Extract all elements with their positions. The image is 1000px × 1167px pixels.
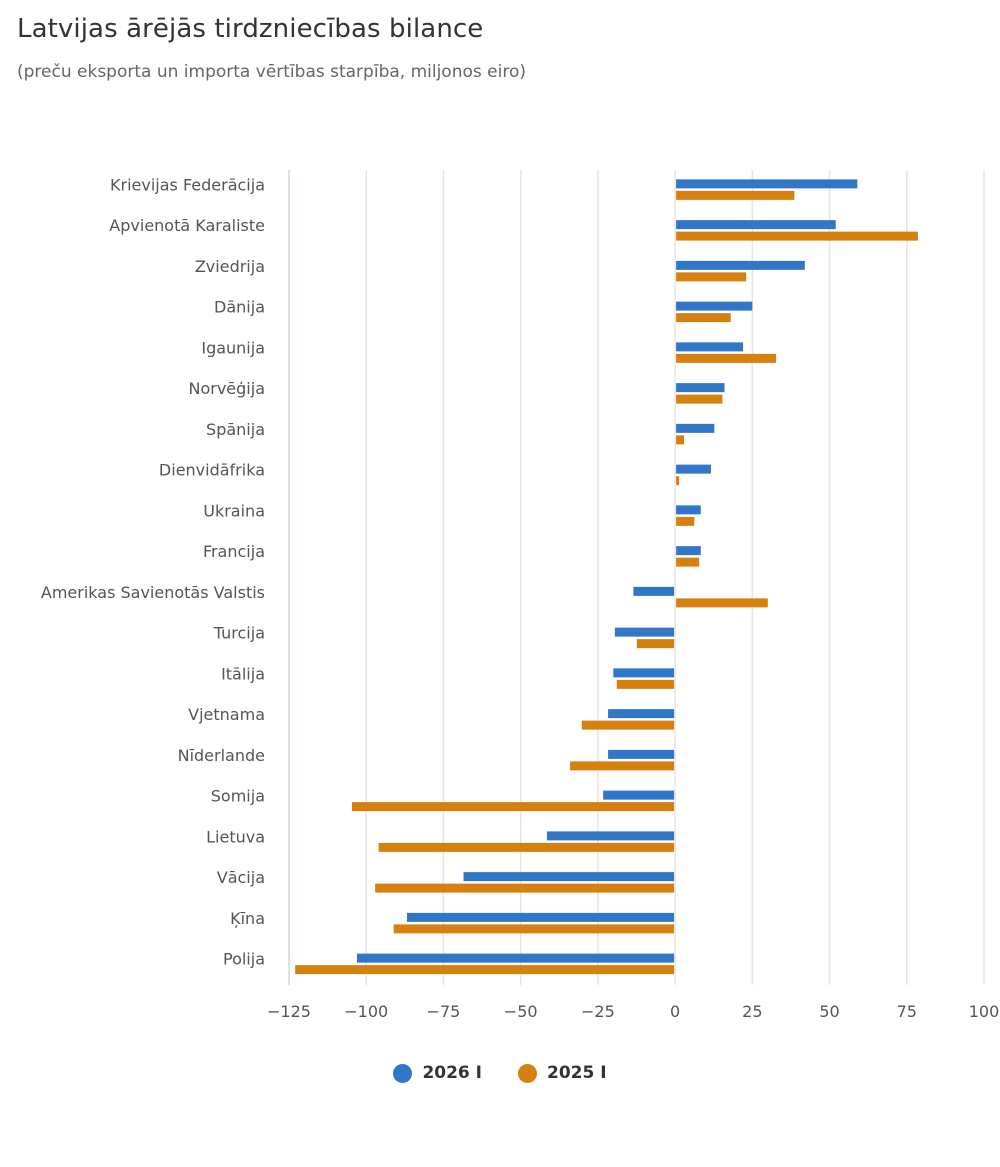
category-label: Turcija <box>213 624 265 643</box>
x-axis-ticks: −125 −100 −75 −50 −25 0 25 50 75 100 <box>267 1002 999 1021</box>
category-label: Spānija <box>206 420 265 439</box>
bar-2026-i[interactable] <box>406 912 675 922</box>
category-label: Apvienotā Karaliste <box>109 216 265 235</box>
category-label: Zviedrija <box>195 257 265 276</box>
category-label: Ķīna <box>230 909 265 928</box>
chart-subtitle: (preču eksporta un importa vērtības star… <box>17 62 526 82</box>
bar-2025-i[interactable] <box>352 802 675 812</box>
chart-title: Latvijas ārējās tirdzniecības bilance <box>17 14 484 44</box>
bar-chart: Krievijas Federācija Apvienotā Karaliste Z… <box>41 170 999 1021</box>
category-label: Dienvidāfrika <box>159 461 265 480</box>
x-tick-label: −75 <box>427 1002 461 1021</box>
legend-item-2026[interactable]: 2026 I <box>393 1063 482 1083</box>
bar-2026-i[interactable] <box>676 260 805 270</box>
category-label: Krievijas Federācija <box>110 175 265 194</box>
bar-2025-i[interactable] <box>676 190 795 200</box>
bar-2026-i[interactable] <box>676 301 753 311</box>
bar-2025-i[interactable] <box>676 435 685 445</box>
legend-marker-icon <box>393 1063 413 1083</box>
bar-2026-i[interactable] <box>608 709 675 719</box>
x-tick-label: 50 <box>819 1002 839 1021</box>
bar-2025-i[interactable] <box>616 679 675 689</box>
bar-2026-i[interactable] <box>676 383 725 393</box>
category-label: Dānija <box>214 298 265 317</box>
category-label: Igaunija <box>201 338 265 357</box>
category-label: Norvēģija <box>189 379 266 398</box>
category-label: Amerikas Savienotās Valstis <box>41 583 265 602</box>
x-tick-label: 0 <box>670 1002 680 1021</box>
bar-2025-i[interactable] <box>570 761 675 771</box>
legend-marker-icon <box>518 1063 537 1083</box>
bar-2026-i[interactable] <box>613 668 675 678</box>
x-tick-label: 75 <box>897 1002 917 1021</box>
bar-2026-i[interactable] <box>676 179 858 189</box>
bar-2025-i[interactable] <box>676 313 731 323</box>
category-label: Ukraina <box>203 501 265 520</box>
bar-2025-i[interactable] <box>676 231 918 241</box>
bar-2025-i[interactable] <box>676 598 768 608</box>
bar-2026-i[interactable] <box>633 586 675 596</box>
bar-2025-i[interactable] <box>676 476 680 486</box>
category-label: Somija <box>211 787 265 806</box>
bar-2026-i[interactable] <box>676 342 744 352</box>
legend-label: 2025 I <box>547 1063 607 1083</box>
bar-2025-i[interactable] <box>676 394 723 404</box>
bar-2025-i[interactable] <box>378 842 675 852</box>
gridlines <box>288 170 985 985</box>
x-tick-label: 100 <box>969 1002 1000 1021</box>
bar-2025-i[interactable] <box>581 720 675 730</box>
bar-2026-i[interactable] <box>614 627 675 637</box>
category-label: Itālija <box>221 664 265 683</box>
bar-2026-i[interactable] <box>608 749 675 759</box>
x-tick-label: −50 <box>504 1002 538 1021</box>
bar-2026-i[interactable] <box>676 505 701 515</box>
legend-item-2025[interactable]: 2025 I <box>518 1063 607 1083</box>
bar-2026-i[interactable] <box>676 546 701 556</box>
x-tick-label: −25 <box>581 1002 615 1021</box>
bar-2026-i[interactable] <box>676 464 711 474</box>
bar-2025-i[interactable] <box>676 557 700 567</box>
category-label: Nīderlande <box>178 746 265 765</box>
bar-2025-i[interactable] <box>676 272 747 282</box>
bar-2025-i[interactable] <box>676 353 777 363</box>
x-tick-label: 25 <box>742 1002 762 1021</box>
bar-2026-i[interactable] <box>676 423 715 433</box>
category-label: Vjetnama <box>188 705 265 724</box>
bar-2026-i[interactable] <box>463 872 675 882</box>
category-label: Francija <box>203 542 265 561</box>
bar-2026-i[interactable] <box>676 220 836 230</box>
bar-2025-i[interactable] <box>375 883 675 893</box>
bar-2026-i[interactable] <box>603 790 675 800</box>
legend: 2026 I 2025 I <box>0 1063 1000 1083</box>
bars <box>295 179 918 975</box>
category-label: Vācija <box>217 868 265 887</box>
category-labels: Krievijas Federācija Apvienotā Karaliste Z… <box>41 175 265 968</box>
x-tick-label: −125 <box>267 1002 311 1021</box>
bar-2025-i[interactable] <box>676 516 695 526</box>
bar-2026-i[interactable] <box>546 831 675 841</box>
bar-2025-i[interactable] <box>393 924 675 934</box>
bar-2025-i[interactable] <box>636 639 675 649</box>
category-label: Lietuva <box>206 827 265 846</box>
x-tick-label: −100 <box>344 1002 388 1021</box>
bar-2026-i[interactable] <box>356 953 675 963</box>
category-label: Polija <box>223 950 265 969</box>
bar-2025-i[interactable] <box>295 965 675 975</box>
legend-label: 2026 I <box>422 1063 482 1083</box>
